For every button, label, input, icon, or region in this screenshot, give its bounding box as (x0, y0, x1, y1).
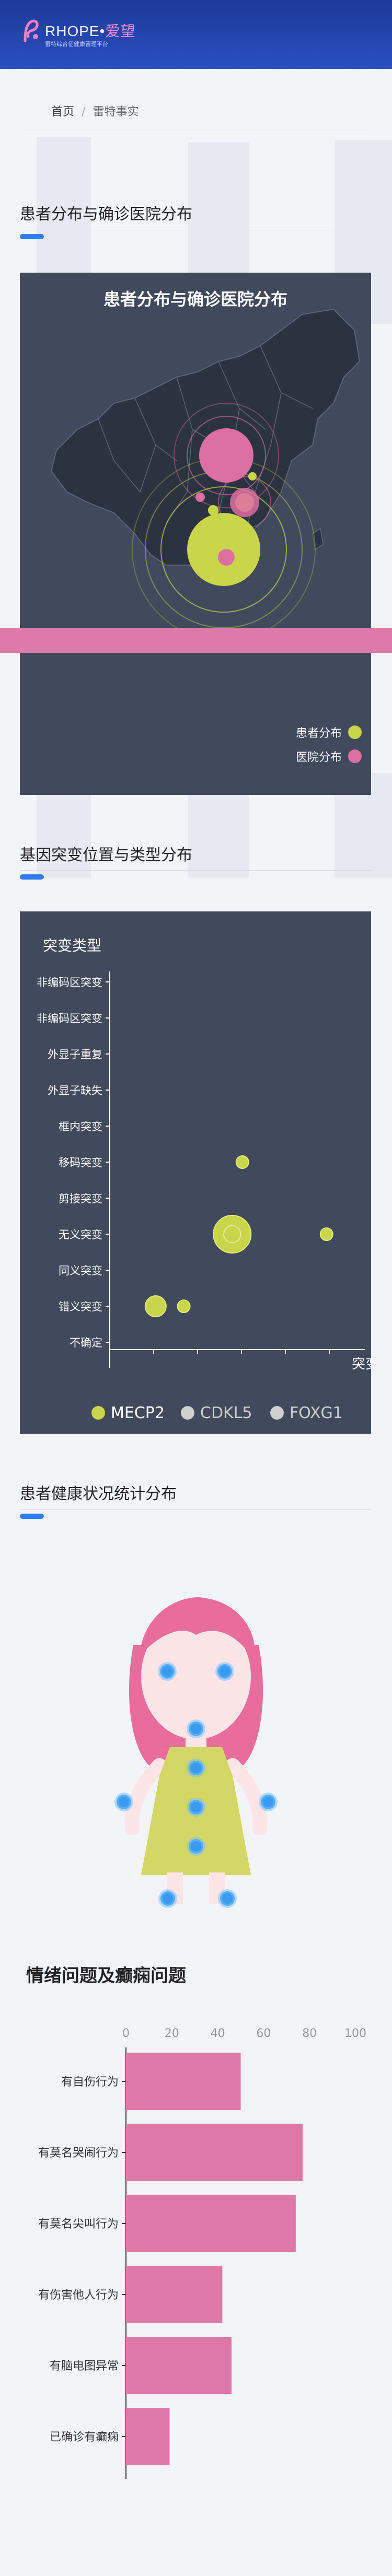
china-map (50, 308, 361, 641)
mutation-point-ring (223, 1225, 241, 1244)
y-tick-label: 有脑电图异常 (50, 2360, 119, 2373)
y-tick-label: 外显子缺失 (48, 1084, 102, 1097)
map-island (312, 528, 324, 551)
mutation-point (213, 1215, 252, 1254)
bar (126, 2337, 232, 2394)
legend-patient[interactable]: 患者分布 (296, 724, 362, 741)
patient-bubble (208, 505, 218, 516)
y-tick-label: 有莫名哭闹行为 (38, 2147, 119, 2160)
section-accent (20, 874, 44, 880)
x-tick-label: 40 (211, 2027, 225, 2040)
bar (126, 2053, 241, 2110)
y-tick-label: 框内突变 (59, 1120, 102, 1133)
bar (126, 2195, 296, 2252)
body-markers (114, 1662, 278, 1908)
breadcrumb-separator: / (82, 106, 86, 119)
legend-swatch (270, 1406, 284, 1420)
emotion-bar-chart: 0 20 40 60 80 100 有自伤行为有莫名哭闹行为有莫名尖叫行为有伤害他人行为有脑… (38, 2027, 366, 2479)
section-divider (20, 870, 371, 871)
legend-patient-swatch (348, 725, 362, 739)
section-title-health: 患者健康状况统计分布 (20, 1485, 177, 1503)
y-tick-label: 非编码区突变 (37, 1012, 102, 1025)
legend-label: FOXG1 (290, 1404, 343, 1422)
y-tick-label: 有莫名尖叫行为 (38, 2218, 119, 2231)
girl-figure-icon (114, 1597, 278, 1908)
app-header: RHOPE•爱望 雷特综合征健康管理平台 (0, 0, 392, 69)
y-tick-label: 外显子重复 (48, 1048, 102, 1061)
patient-bubble (248, 472, 257, 481)
legend-hospital-swatch (348, 750, 362, 763)
map-chart-title: 患者分布与确诊医院分布 (103, 289, 287, 309)
body-illustration (102, 1577, 290, 1914)
logo-icon (24, 19, 39, 42)
y-tick-label: 非编码区突变 (37, 976, 102, 989)
y-tick-label: 剪接突变 (59, 1192, 102, 1205)
distribution-map-panel: 患者分布与确诊医院分布 患者分布 医院分布 (20, 273, 371, 795)
legend-label: MECP2 (111, 1404, 165, 1422)
y-axis-title: 突变类型 (43, 937, 101, 954)
mutation-point (144, 1295, 167, 1317)
x-tick-label: 80 (302, 2027, 317, 2040)
breadcrumb-current: 雷特事实 (93, 106, 139, 119)
mutation-point (319, 1227, 333, 1241)
y-tick-label: 不确定 (70, 1337, 102, 1349)
highlight-band (0, 628, 392, 653)
hospital-bubble (218, 549, 235, 566)
y-tick-label: 已确诊有癫痫 (50, 2431, 119, 2444)
x-tick-label: 60 (256, 2027, 271, 2040)
section-accent (20, 234, 44, 239)
mutation-point (177, 1299, 191, 1313)
brand-title: RHOPE•爱望 (45, 23, 136, 39)
brand-subtitle: 雷特综合征健康管理平台 (45, 41, 108, 48)
legend-swatch (91, 1406, 105, 1420)
bar (126, 2266, 223, 2323)
y-tick-label: 同义突变 (59, 1264, 102, 1277)
x-tick-label: 20 (165, 2027, 179, 2040)
section-divider (20, 1509, 371, 1510)
mutation-chart-panel: 突变类型非编码区突变 非编码区突变外显子重复外显子缺失框内突变移码突变剪接突变无义… (20, 911, 379, 1434)
section-title-distribution: 患者分布与确诊医院分布 (20, 205, 192, 224)
hospital-bubble (199, 428, 253, 483)
x-axis-title: 突变 (352, 1356, 371, 1372)
y-tick-label: 移码突变 (59, 1156, 102, 1169)
legend-hospital[interactable]: 医院分布 (296, 748, 362, 765)
bar (126, 2408, 170, 2465)
bar (126, 2124, 303, 2181)
y-tick-label: 无义突变 (59, 1228, 102, 1241)
section-title-gene: 基因突变位置与类型分布 (20, 846, 192, 864)
hospital-ripples (174, 403, 279, 529)
breadcrumb: 首页 / 雷特事实 (51, 102, 139, 119)
y-tick-label: 错义突变 (59, 1301, 102, 1313)
legend-swatch (181, 1406, 194, 1420)
section-accent (20, 1514, 44, 1519)
mutation-point (235, 1155, 249, 1169)
y-tick-label: 有自伤行为 (61, 2076, 119, 2089)
x-tick-label: 100 (344, 2027, 366, 2040)
hospital-bubble (195, 493, 205, 502)
x-tick-label: 0 (122, 2027, 130, 2040)
y-tick-label: 有伤害他人行为 (38, 2289, 119, 2302)
mutation-scatter-chart: 突变类型非编码区突变非编码区突变外显子重复外显子缺失框内突变移码突变剪接突变无义… (37, 937, 379, 1422)
hospital-bubble (230, 488, 259, 517)
breadcrumb-home[interactable]: 首页 (51, 106, 75, 119)
bar-chart-title: 情绪问题及癫痫问题 (26, 1965, 186, 1986)
legend-label: CDKL5 (200, 1404, 252, 1422)
